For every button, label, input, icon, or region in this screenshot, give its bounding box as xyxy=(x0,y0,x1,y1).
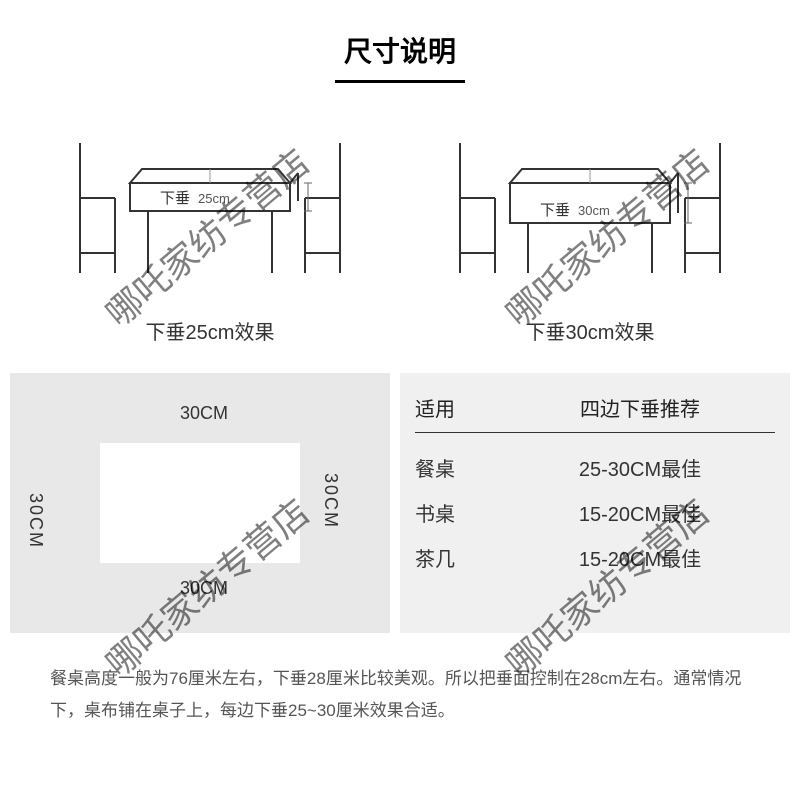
table-row: 茶几15-20CM最佳 xyxy=(415,535,775,580)
table-cell: 15-20CM最佳 xyxy=(505,543,775,572)
table-cell: 书桌 xyxy=(415,498,505,527)
table-header-col2: 四边下垂推荐 xyxy=(505,393,775,422)
overhang-inner xyxy=(100,443,300,563)
diagram-cell-1: 下垂 30cm 下垂30cm效果 xyxy=(410,103,770,343)
overhang-top-label: 30CM xyxy=(180,403,228,424)
footnote-text: 餐桌高度一般为76厘米左右，下垂28厘米比较美观。所以把垂面控制在28cm左右。… xyxy=(0,633,800,728)
diagram-caption: 下垂25cm效果 xyxy=(30,316,390,345)
page-title: 尺寸说明 xyxy=(0,0,800,80)
svg-text:25cm: 25cm xyxy=(198,191,230,206)
table-cell: 15-20CM最佳 xyxy=(505,498,775,527)
table-diagram-svg: 下垂 25cm xyxy=(30,103,390,303)
table-diagram-svg: 下垂 30cm xyxy=(410,103,770,303)
table-body: 餐桌25-30CM最佳书桌15-20CM最佳茶几15-20CM最佳 xyxy=(415,445,775,580)
diagram-cell-0: 下垂 25cm 下垂25cm效果 xyxy=(30,103,390,343)
overhang-left-label: 30CM xyxy=(25,493,46,549)
table-cell: 餐桌 xyxy=(415,453,505,482)
svg-text:30cm: 30cm xyxy=(578,203,610,218)
title-underline xyxy=(335,80,465,83)
overhang-diagram: 30CM 30CM 30CM 30CM xyxy=(10,373,390,633)
diagrams-row: 下垂 25cm 下垂25cm效果 xyxy=(0,103,800,343)
svg-text:下垂: 下垂 xyxy=(540,202,570,219)
overhang-bottom-label: 30CM xyxy=(180,578,228,599)
bottom-row: 30CM 30CM 30CM 30CM 适用 四边下垂推荐 餐桌25-30CM最… xyxy=(0,373,800,633)
diagram-caption: 下垂30cm效果 xyxy=(410,316,770,345)
table-cell: 25-30CM最佳 xyxy=(505,453,775,482)
svg-text:下垂: 下垂 xyxy=(160,190,190,207)
table-header-col1: 适用 xyxy=(415,393,505,422)
recommendation-table: 适用 四边下垂推荐 餐桌25-30CM最佳书桌15-20CM最佳茶几15-20C… xyxy=(400,373,790,633)
table-header: 适用 四边下垂推荐 xyxy=(415,393,775,433)
table-row: 餐桌25-30CM最佳 xyxy=(415,445,775,490)
overhang-right-label: 30CM xyxy=(320,473,341,529)
table-cell: 茶几 xyxy=(415,543,505,572)
table-row: 书桌15-20CM最佳 xyxy=(415,490,775,535)
